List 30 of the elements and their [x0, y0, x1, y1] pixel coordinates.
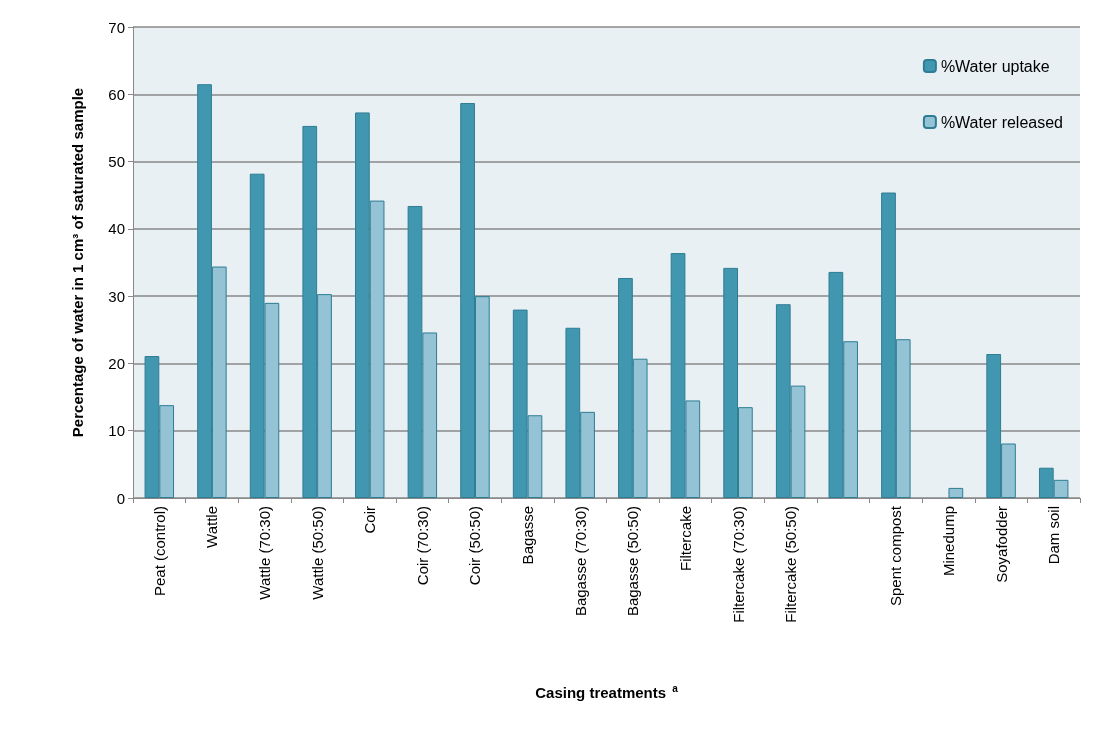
legend-label: %Water uptake: [940, 57, 1050, 75]
y-tick-label: 60: [108, 85, 125, 103]
x-axis-title: Casing treatments a: [535, 682, 679, 701]
x-tick-label: Filtercake (70:30): [729, 506, 747, 623]
y-tick-label: 0: [116, 489, 125, 507]
x-tick-label: Wattle: [203, 506, 221, 548]
x-tick-label: Bagasse: [519, 506, 537, 565]
x-tick-label: Wattle (70:30): [256, 506, 274, 600]
x-tick-label: Peat (control): [150, 506, 168, 597]
x-tick-label: Coir: [361, 506, 379, 534]
x-tick-label: Filtercake (50:50): [782, 506, 800, 623]
y-tick-label: 10: [108, 422, 125, 440]
x-tick-label: Bagasse (70:30): [571, 506, 589, 617]
y-tick-label: 50: [108, 153, 125, 171]
y-tick-label: 20: [108, 354, 125, 372]
y-tick-label: 30: [108, 287, 125, 305]
x-tick-label: Dam soil: [1045, 506, 1063, 565]
x-tick-label: Wattle (50:50): [308, 506, 326, 600]
x-tick-label: Bagasse (50:50): [624, 506, 642, 617]
x-tick-label: Coir (50:50): [466, 506, 484, 586]
y-tick-label: 70: [108, 18, 125, 36]
bar: [948, 487, 964, 498]
y-axis-title: Percentage of water in 1 cm³ of saturated sample: [69, 87, 86, 438]
x-tick-label: Minedump: [939, 506, 957, 577]
x-tick-label: Soyafodder: [992, 506, 1010, 583]
legend-label: %Water released: [940, 113, 1063, 131]
y-tick-label: 40: [108, 220, 125, 238]
x-tick-label: Spent compost: [887, 505, 905, 607]
x-tick-label: Coir (70:30): [413, 506, 431, 586]
x-tick-label: Filtercake: [676, 506, 694, 572]
